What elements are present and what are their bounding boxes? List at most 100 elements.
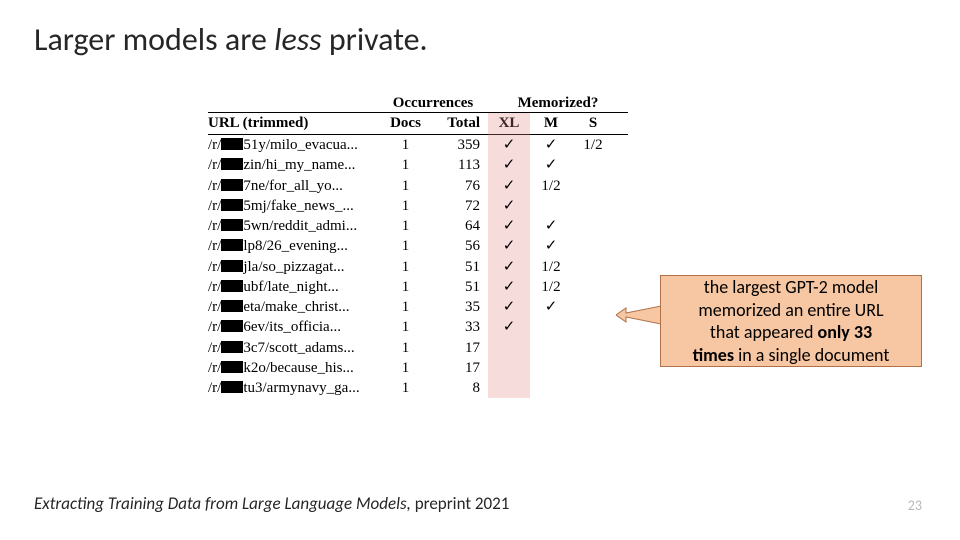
cell-url: /r/5wn/reddit_admi... <box>208 216 378 236</box>
title-emph: less <box>274 20 322 59</box>
cell-total: 8 <box>433 378 488 398</box>
cell-xl: ✓ <box>488 176 530 196</box>
cell-url: /r/ubf/late_night... <box>208 277 378 297</box>
cell-url: /r/6ev/its_officia... <box>208 317 378 337</box>
cell-s <box>572 236 614 256</box>
cell-xl <box>488 338 530 358</box>
col-occurrences: Occurrences <box>378 95 488 112</box>
cell-docs: 1 <box>378 378 433 398</box>
redaction-block <box>221 341 243 353</box>
redaction-block <box>221 280 243 292</box>
cell-xl <box>488 378 530 398</box>
cell-total: 17 <box>433 338 488 358</box>
cell-docs: 1 <box>378 297 433 317</box>
col-url: URL (trimmed) <box>208 115 378 132</box>
cell-docs: 1 <box>378 257 433 277</box>
cell-url: /r/eta/make_christ... <box>208 297 378 317</box>
cell-s <box>572 176 614 196</box>
cell-url: /r/jla/so_pizzagat... <box>208 257 378 277</box>
cell-m: ✓ <box>530 236 572 256</box>
redaction-block <box>221 381 243 393</box>
col-memorized: Memorized? <box>488 95 628 112</box>
cell-s <box>572 317 614 337</box>
cell-total: 76 <box>433 176 488 196</box>
callout-l4-post: in a single document <box>734 344 889 366</box>
redaction-block <box>221 138 243 150</box>
table-body: /r/51y/milo_evacua...1359✓✓1/2/r/zin/hi_… <box>208 135 628 398</box>
slide-title: Larger models are less private. <box>34 20 428 59</box>
cell-s: 1/2 <box>572 135 614 155</box>
cell-url: /r/zin/hi_my_name... <box>208 155 378 175</box>
cell-url: /r/51y/milo_evacua... <box>208 135 378 155</box>
cell-m: ✓ <box>530 297 572 317</box>
table-row: /r/lp8/26_evening...156✓✓ <box>208 236 628 256</box>
cell-xl: ✓ <box>488 257 530 277</box>
cell-m: ✓ <box>530 216 572 236</box>
cell-total: 33 <box>433 317 488 337</box>
cell-xl: ✓ <box>488 236 530 256</box>
cell-total: 359 <box>433 135 488 155</box>
redaction-block <box>221 300 243 312</box>
cell-xl: ✓ <box>488 277 530 297</box>
table-row: /r/5wn/reddit_admi...164✓✓ <box>208 216 628 236</box>
cell-total: 35 <box>433 297 488 317</box>
callout-l3-pre: that appeared <box>710 321 818 343</box>
cell-s <box>572 297 614 317</box>
col-s: S <box>572 115 614 132</box>
cell-s <box>572 277 614 297</box>
callout-l4-b: times <box>693 344 734 366</box>
cell-url: /r/lp8/26_evening... <box>208 236 378 256</box>
cell-s <box>572 216 614 236</box>
cell-url: /r/3c7/scott_adams... <box>208 338 378 358</box>
cell-m <box>530 358 572 378</box>
cell-m <box>530 317 572 337</box>
callout-l1: the largest GPT-2 model <box>704 276 879 298</box>
cell-docs: 1 <box>378 317 433 337</box>
cell-s <box>572 378 614 398</box>
cell-docs: 1 <box>378 236 433 256</box>
cell-m: 1/2 <box>530 176 572 196</box>
cell-m: 1/2 <box>530 257 572 277</box>
cell-m <box>530 196 572 216</box>
table-row: /r/tu3/armynavy_ga...18 <box>208 378 628 398</box>
cell-url: /r/5mj/fake_news_... <box>208 196 378 216</box>
citation: Extracting Training Data from Large Lang… <box>34 493 509 514</box>
cell-m: ✓ <box>530 155 572 175</box>
cell-s <box>572 257 614 277</box>
redaction-block <box>221 199 243 211</box>
redaction-block <box>221 320 243 332</box>
cell-docs: 1 <box>378 338 433 358</box>
cell-m: ✓ <box>530 135 572 155</box>
callout-l3-b: only 33 <box>818 321 873 343</box>
table-row: /r/51y/milo_evacua...1359✓✓1/2 <box>208 135 628 155</box>
table-row: /r/eta/make_christ...135✓✓ <box>208 297 628 317</box>
table-row: /r/7ne/for_all_yo...176✓1/2 <box>208 176 628 196</box>
table-row: /r/5mj/fake_news_...172✓ <box>208 196 628 216</box>
table-row: /r/ubf/late_night...151✓1/2 <box>208 277 628 297</box>
cell-total: 17 <box>433 358 488 378</box>
redaction-block <box>221 158 243 170</box>
table-header-group2: URL (trimmed) Docs Total XL M S <box>208 113 628 135</box>
col-total: Total <box>433 115 488 132</box>
table-row: /r/3c7/scott_adams...117 <box>208 338 628 358</box>
cell-docs: 1 <box>378 196 433 216</box>
cell-total: 64 <box>433 216 488 236</box>
cell-xl: ✓ <box>488 135 530 155</box>
callout-l2: memorized an entire URL <box>698 299 883 321</box>
citation-title: Extracting Training Data from Large Lang… <box>34 493 411 514</box>
cell-m <box>530 378 572 398</box>
callout-arrow <box>616 300 666 330</box>
cell-xl: ✓ <box>488 196 530 216</box>
table-row: /r/6ev/its_officia...133✓ <box>208 317 628 337</box>
cell-docs: 1 <box>378 135 433 155</box>
redaction-block <box>221 239 243 251</box>
cell-xl <box>488 358 530 378</box>
cell-docs: 1 <box>378 176 433 196</box>
cell-s <box>572 196 614 216</box>
data-table: Occurrences Memorized? URL (trimmed) Doc… <box>208 95 628 398</box>
col-m: M <box>530 115 572 132</box>
table-header-group1: Occurrences Memorized? <box>208 95 628 113</box>
cell-total: 51 <box>433 277 488 297</box>
cell-url: /r/7ne/for_all_yo... <box>208 176 378 196</box>
cell-m: 1/2 <box>530 277 572 297</box>
